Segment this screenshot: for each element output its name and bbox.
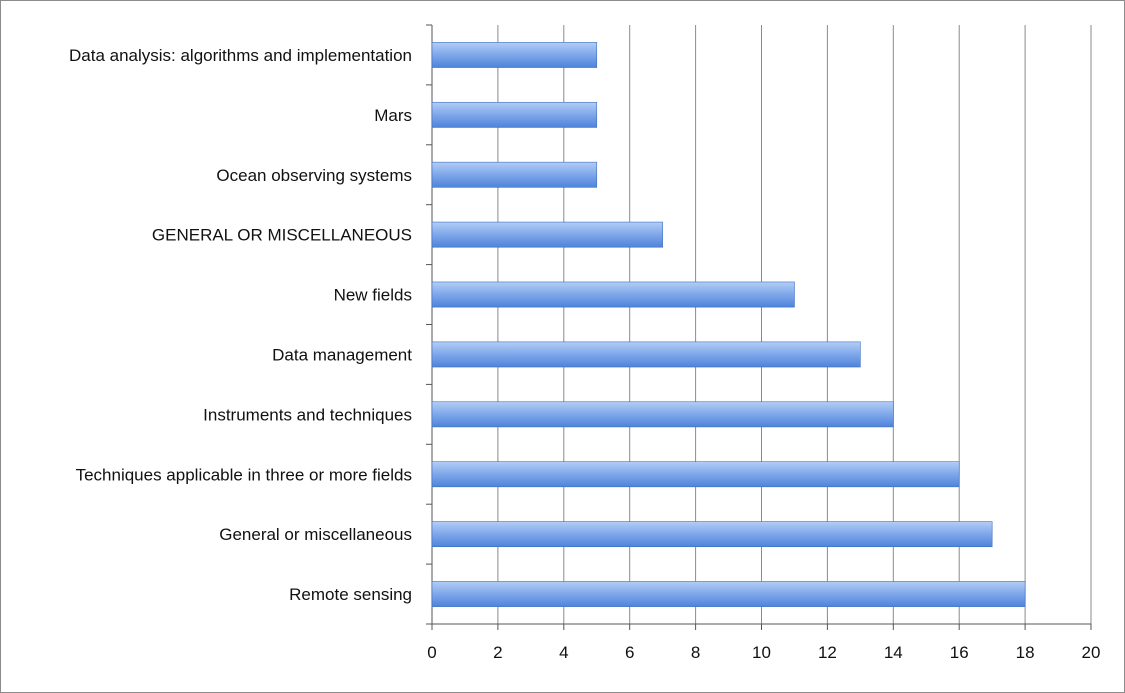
x-tick-label: 18 — [1016, 643, 1035, 662]
x-tick-label: 16 — [950, 643, 969, 662]
x-tick-label: 2 — [493, 643, 502, 662]
x-tick-label: 8 — [691, 643, 700, 662]
bar — [431, 401, 894, 428]
category-label: Data management — [272, 345, 412, 364]
category-label: Ocean observing systems — [216, 166, 412, 185]
bars — [431, 42, 1026, 607]
x-tick-label: 4 — [559, 643, 568, 662]
bar — [431, 581, 1026, 607]
category-label: General or miscellaneous — [219, 525, 412, 544]
bar — [431, 161, 598, 188]
category-label: New fields — [334, 286, 412, 305]
bar — [431, 101, 598, 128]
category-label: Mars — [374, 106, 412, 125]
category-label: Remote sensing — [289, 585, 412, 604]
labels: 0 2 4 6 8 10 12 14 16 18 20 Data analysis: algorith… — [69, 46, 1100, 662]
bar — [431, 281, 795, 308]
category-label: Techniques applicable in three or more f… — [76, 465, 412, 484]
x-tick-label: 12 — [818, 643, 837, 662]
bar — [431, 221, 663, 248]
x-tick-label: 14 — [884, 643, 903, 662]
bar — [431, 42, 598, 68]
bar — [431, 341, 861, 368]
category-label: GENERAL OR MISCELLANEOUS — [152, 226, 412, 245]
bar — [431, 521, 993, 548]
category-label: Data analysis: algorithms and implementa… — [69, 46, 412, 65]
bar — [431, 461, 960, 488]
x-tick-label: 10 — [752, 643, 771, 662]
x-tick-label: 20 — [1082, 643, 1101, 662]
x-tick-label: 6 — [625, 643, 634, 662]
x-tick-label: 0 — [427, 643, 436, 662]
category-label: Instruments and techniques — [203, 405, 412, 424]
